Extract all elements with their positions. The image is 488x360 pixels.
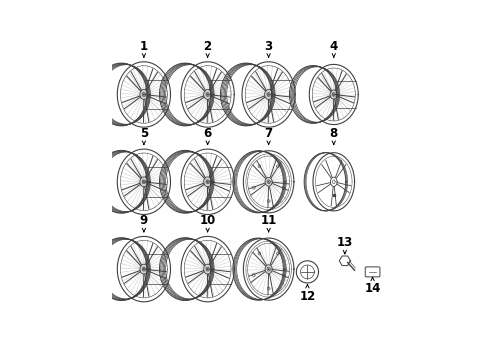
Text: 8: 8 — [329, 127, 337, 140]
Text: 7: 7 — [264, 127, 272, 140]
Text: 13: 13 — [336, 235, 352, 249]
Text: 11: 11 — [260, 215, 276, 228]
Text: 9: 9 — [140, 215, 148, 228]
Text: 4: 4 — [329, 40, 337, 53]
Text: 2: 2 — [203, 40, 211, 53]
Text: 6: 6 — [203, 127, 211, 140]
Text: 1: 1 — [140, 40, 148, 53]
Text: 3: 3 — [264, 40, 272, 53]
Text: 14: 14 — [364, 283, 380, 296]
Text: 10: 10 — [199, 215, 215, 228]
Text: 5: 5 — [140, 127, 148, 140]
Text: 12: 12 — [299, 290, 315, 303]
